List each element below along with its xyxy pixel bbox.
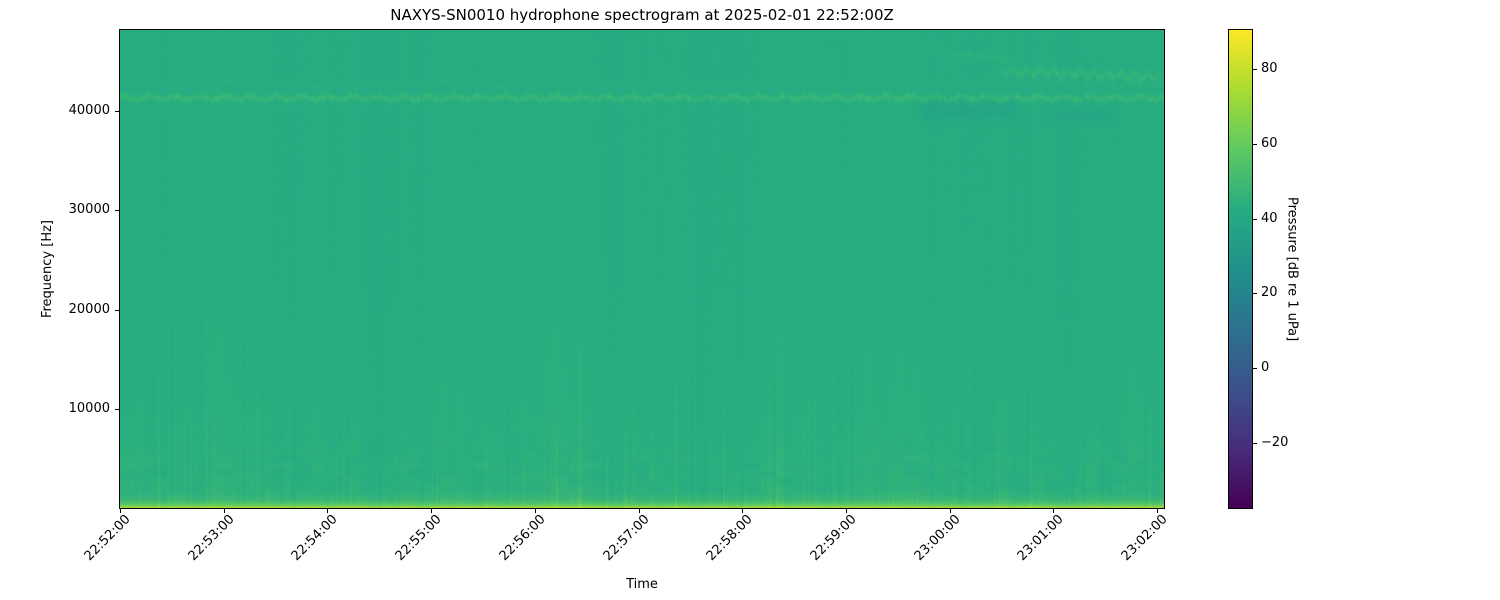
y-tick-label: 10000 [68,400,110,416]
colorbar-tick-label: −20 [1261,434,1289,450]
x-tick-label: 23:01:00 [1015,512,1067,564]
colorbar-tick-mark [1253,218,1257,220]
colorbar [1228,29,1253,509]
x-tick-mark [120,509,121,513]
x-tick-mark [949,509,951,513]
y-tick-mark [115,408,119,410]
x-tick-mark [845,509,847,513]
colorbar-tick-mark [1253,69,1257,71]
y-tick-label: 20000 [68,301,110,317]
x-tick-label: 22:57:00 [600,512,653,564]
colorbar-tick-mark [1253,367,1257,369]
y-tick-label: 30000 [68,202,110,218]
colorbar-tick-label: 20 [1261,285,1278,301]
x-tick-mark [1053,509,1055,513]
x-tick-mark [1157,509,1159,513]
plot-title: NAXYS-SN0010 hydrophone spectrogram at 2… [390,6,894,24]
x-tick-label: 22:52:00 [81,512,134,564]
y-tick-mark [115,111,119,113]
spectrogram-plot-area [119,29,1165,509]
x-tick-label: 23:02:00 [1118,512,1171,564]
colorbar-tick-mark [1253,442,1257,444]
x-tick-mark [431,509,433,513]
y-tick-mark [115,309,119,311]
x-tick-label: 23:00:00 [911,512,964,564]
colorbar-tick-mark [1253,293,1257,295]
x-tick-label: 22:56:00 [496,512,549,564]
colorbar-tick-label: 80 [1261,61,1278,77]
x-tick-label: 22:53:00 [185,512,238,564]
x-tick-mark [223,509,225,513]
x-tick-label: 22:54:00 [289,512,342,564]
colorbar-tick-label: 60 [1261,135,1278,151]
colorbar-label: Pressure [dB re 1 uPa] [1284,196,1300,342]
x-tick-mark [327,509,329,513]
x-tick-mark [638,509,640,513]
x-tick-mark [534,509,536,513]
y-tick-label: 40000 [68,103,110,119]
x-tick-label: 22:59:00 [807,512,860,564]
x-axis-label: Time [626,577,658,592]
x-tick-mark [742,509,744,513]
colorbar-tick-label: 40 [1261,210,1278,226]
colorbar-gradient [1229,30,1252,508]
x-tick-label: 22:55:00 [392,512,445,564]
y-tick-mark [115,210,119,212]
colorbar-tick-label: 0 [1261,359,1270,375]
spectrogram-image [120,30,1164,508]
colorbar-tick-mark [1253,143,1257,145]
y-axis-label: Frequency [Hz] [40,219,55,319]
x-tick-label: 22:58:00 [703,512,756,564]
